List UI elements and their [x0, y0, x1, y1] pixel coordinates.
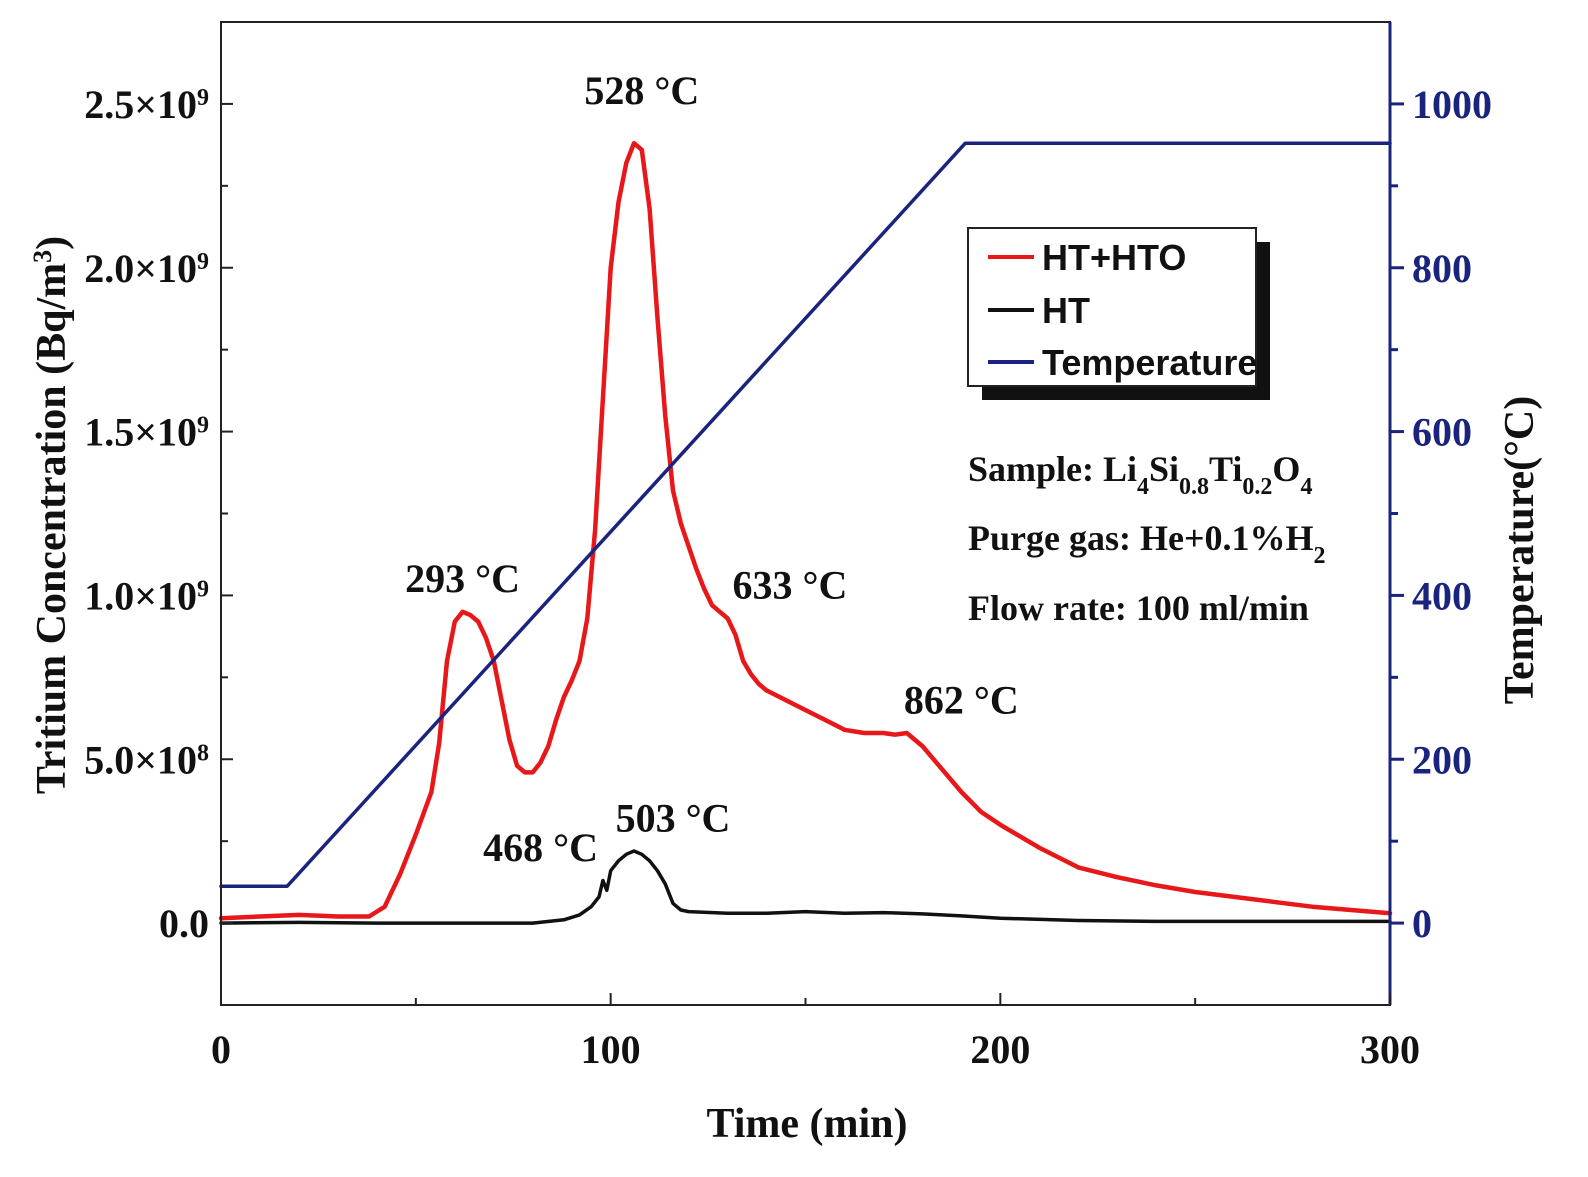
y-right-tick-label: 200	[1412, 737, 1472, 782]
y-right-tick-label: 0	[1412, 901, 1432, 946]
y-left-tick-mantissa: 5.0×10	[84, 737, 197, 782]
series-layer	[218, 140, 1393, 925]
purge-gas-text: Purge gas: He+0.1%H2	[968, 518, 1325, 569]
y-left-tick-mantissa: 0.0	[159, 901, 209, 946]
y-right-tick-label: 600	[1412, 410, 1472, 455]
peak-temperature-label: 528 °C	[584, 68, 699, 113]
y-left-tick-label: 2.0×109	[84, 246, 209, 291]
y-left-tick-mantissa: 2.5×10	[84, 82, 197, 127]
y-left-tick-label: 1.5×109	[84, 410, 209, 455]
y-right-tick-label: 800	[1412, 246, 1472, 291]
x-tick-label: 100	[581, 1027, 641, 1072]
legend-label-ht-hto: HT+HTO	[1042, 237, 1186, 278]
legend-label-temperature: Temperature	[1042, 342, 1257, 383]
y-axis-left-title-main: Tritium Concentration (Bq/m	[29, 263, 75, 794]
series-ht-hto-line	[218, 140, 1393, 921]
peak-temperature-label: 633 °C	[732, 563, 847, 608]
x-tick-label: 300	[1360, 1027, 1420, 1072]
sample-label: Sample:	[968, 449, 1103, 489]
y-left-tick-exponent: 8	[197, 740, 209, 766]
formula-subscript: 0.2	[1242, 474, 1272, 500]
purge-gas-sub: 2	[1313, 543, 1325, 569]
y-left-tick-label: 5.0×108	[84, 737, 209, 782]
series-ht-line	[219, 849, 1392, 925]
formula-element: Si	[1149, 449, 1179, 489]
y-left-tick-exponent: 9	[197, 249, 209, 275]
y-left-tick-mantissa: 1.5×10	[84, 410, 197, 455]
y-left-tick-mantissa: 1.0×10	[84, 573, 197, 618]
annotations-layer: 528 °C 293 °C 633 °C 862 °C 503 °C 468 °C	[405, 68, 1019, 870]
plot-frame	[220, 21, 1391, 1006]
experiment-info: Sample: Li4Si0.8Ti0.2O4 Purge gas: He+0.…	[968, 449, 1325, 628]
x-tick-label: 0	[211, 1027, 231, 1072]
y-left-tick-exponent: 9	[197, 576, 209, 602]
y-axis-right-title: Temperature(°C)	[1497, 396, 1543, 704]
y-left-tick-exponent: 9	[197, 85, 209, 111]
y-left-tick-exponent: 9	[197, 413, 209, 439]
y-left-tick-mantissa: 2.0×10	[84, 246, 197, 291]
flow-rate-text: Flow rate: 100 ml/min	[968, 588, 1309, 628]
formula-element: O	[1272, 449, 1300, 489]
y-left-tick-label: 1.0×109	[84, 573, 209, 618]
y-axis-left-title-sup: 3	[28, 250, 57, 263]
y-left-tick-label: 2.5×109	[84, 82, 209, 127]
formula-element: Li	[1103, 449, 1137, 489]
sample-text: Sample: Li4Si0.8Ti0.2O4	[968, 449, 1312, 500]
peak-temperature-label: 862 °C	[904, 677, 1019, 722]
formula-subscript: 0.8	[1179, 474, 1209, 500]
legend: HT+HTO HT Temperature	[967, 227, 1270, 400]
x-axis-title: Time (min)	[706, 1101, 907, 1147]
peak-temperature-label: 468 °C	[483, 825, 598, 870]
y-left-tick-label: 0.0	[159, 901, 209, 946]
peak-temperature-label: 503 °C	[616, 795, 731, 840]
y-right-tick-label: 1000	[1412, 82, 1492, 127]
x-tick-label: 200	[970, 1027, 1030, 1072]
legend-box	[967, 227, 1257, 387]
formula-subscript: 4	[1137, 474, 1149, 500]
formula-subscript: 4	[1300, 474, 1312, 500]
series-temperature-line	[219, 141, 1392, 888]
y-axis-left-title: Tritium Concentration (Bq/m3)	[28, 236, 76, 794]
purge-gas-label: Purge gas: He+0.1%H	[968, 518, 1313, 558]
formula-element: Ti	[1209, 449, 1242, 489]
ticks-layer: 0 100 200 3000.05.0×1081.0×1091.5×1092.0×10…	[84, 82, 1492, 1072]
legend-label-ht: HT	[1042, 290, 1090, 331]
y-right-tick-label: 400	[1412, 573, 1472, 618]
peak-temperature-label: 293 °C	[405, 556, 520, 601]
y-axis-left-title-end: )	[29, 236, 75, 250]
